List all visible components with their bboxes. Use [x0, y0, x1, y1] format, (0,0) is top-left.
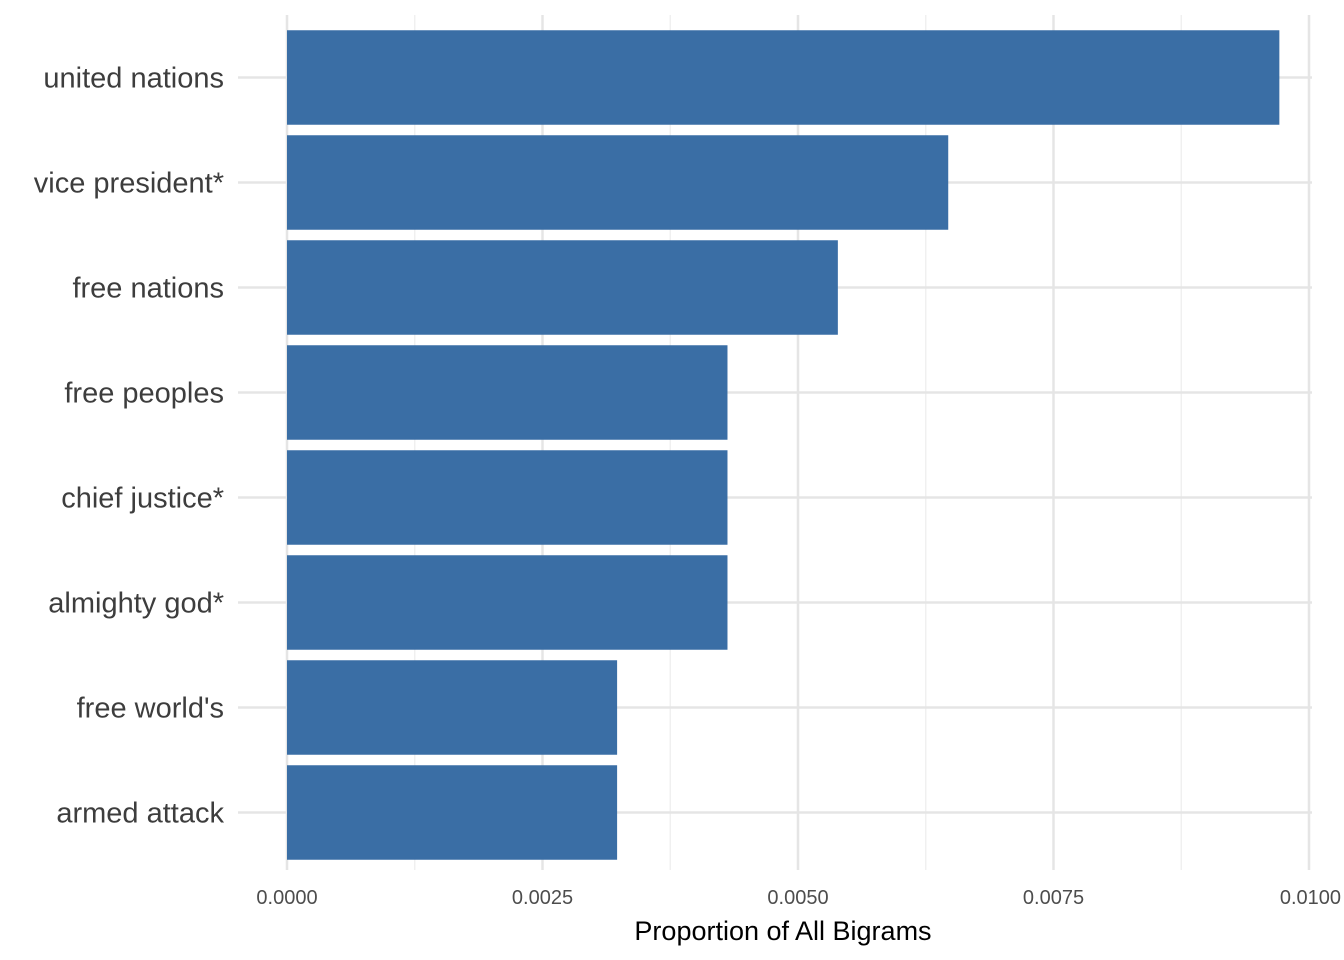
- x-tick-label: 0.0100: [1280, 887, 1341, 909]
- category-label: armed attack: [56, 798, 224, 830]
- category-label: vice president*: [34, 168, 224, 200]
- bar-free-peoples: [287, 345, 728, 440]
- x-tick-label: 0.0000: [256, 887, 317, 909]
- x-tick-label: 0.0075: [1023, 887, 1084, 909]
- x-tick-label: 0.0050: [767, 887, 828, 909]
- x-tick-label: 0.0025: [512, 887, 573, 909]
- category-label: united nations: [43, 63, 224, 95]
- bar-almighty-god: [287, 555, 728, 650]
- bar-free-nations: [287, 240, 838, 335]
- x-axis-title: Proportion of All Bigrams: [634, 916, 931, 946]
- bar-armed-attack: [287, 765, 618, 860]
- category-label: almighty god*: [48, 588, 224, 620]
- x-tick-labels: 0.0000 0.0025 0.0050 0.0075 0.0100: [256, 887, 1341, 909]
- category-label: free world's: [77, 693, 224, 725]
- category-labels: united nations vice president* free nation…: [34, 63, 225, 830]
- bar-united-nations: [287, 30, 1280, 125]
- bar-vice-president: [287, 135, 949, 230]
- bar-free-world-s: [287, 660, 618, 755]
- category-label: chief justice*: [61, 483, 224, 515]
- bars: [287, 30, 1280, 860]
- category-label: free peoples: [64, 378, 224, 410]
- bar-chief-justice: [287, 450, 728, 545]
- category-label: free nations: [72, 273, 224, 305]
